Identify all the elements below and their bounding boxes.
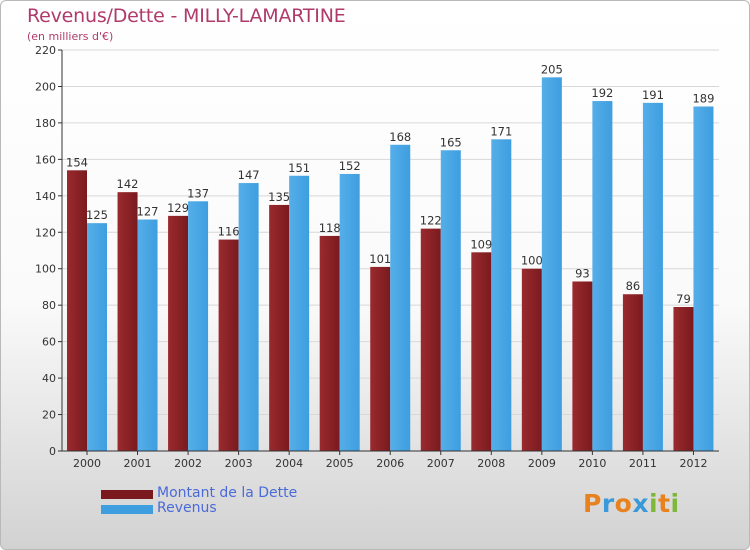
proxiti-logo: Proxiti <box>583 489 680 518</box>
bar-revenus-label: 189 <box>692 92 714 106</box>
x-tick-label: 2000 <box>73 457 101 470</box>
bar-dette-label: 109 <box>470 237 492 251</box>
logo-letter: i <box>670 489 680 518</box>
y-tick-label: 20 <box>42 409 56 422</box>
legend: Montant de la Dette Revenus <box>101 485 361 517</box>
x-tick-label: 2008 <box>477 457 505 470</box>
y-tick-label: 120 <box>35 226 56 239</box>
bar-revenus <box>491 139 512 451</box>
bar-revenus <box>693 106 714 451</box>
bar-revenus <box>137 219 158 451</box>
x-tick-label: 2005 <box>326 457 354 470</box>
bar-revenus <box>592 101 613 451</box>
bar-dette <box>572 281 593 451</box>
bar-dette-label: 101 <box>369 252 391 266</box>
x-tick-label: 2011 <box>629 457 657 470</box>
bar-revenus <box>390 144 411 452</box>
x-tick-label: 2009 <box>528 457 556 470</box>
bar-dette-label: 93 <box>575 266 590 280</box>
bar-revenus-label: 191 <box>642 88 664 102</box>
chart-subtitle: (en milliers d'€) <box>27 30 114 43</box>
bar-revenus-label: 125 <box>86 208 108 222</box>
bar-dette <box>67 170 87 452</box>
legend-swatch-dette <box>101 490 153 499</box>
y-tick-label: 220 <box>35 44 56 57</box>
bar-dette <box>269 204 290 451</box>
bar-dette <box>622 294 643 451</box>
x-tick-label: 2003 <box>225 457 253 470</box>
bar-revenus <box>238 183 259 452</box>
logo-letter: t <box>658 489 671 518</box>
bar-revenus <box>440 150 461 451</box>
bar-revenus <box>642 102 663 451</box>
bar-dette-label: 86 <box>626 279 641 293</box>
x-tick-label: 2007 <box>427 457 455 470</box>
y-tick-label: 180 <box>35 117 56 130</box>
bar-revenus-label: 137 <box>187 186 209 200</box>
bar-revenus-label: 171 <box>490 124 512 138</box>
logo-letter: x <box>632 489 649 518</box>
bar-dette-label: 79 <box>676 292 691 306</box>
bar-dette-label: 154 <box>66 155 88 169</box>
y-tick-label: 100 <box>35 263 56 276</box>
bar-dette <box>471 252 492 451</box>
logo-letter: r <box>601 489 615 518</box>
y-tick-label: 200 <box>35 80 56 93</box>
x-tick-label: 2006 <box>376 457 404 470</box>
legend-item-revenus: Revenus <box>101 500 361 517</box>
logo-letter: i <box>649 489 659 518</box>
bar-dette-label: 118 <box>319 221 341 235</box>
y-tick-label: 60 <box>42 336 56 349</box>
bar-dette <box>521 268 542 451</box>
bar-dette <box>319 235 340 451</box>
bar-revenus <box>188 201 209 451</box>
bar-revenus-label: 192 <box>591 86 613 100</box>
x-tick-label: 2012 <box>679 457 707 470</box>
bar-dette <box>218 239 239 451</box>
legend-swatch-revenus <box>101 505 153 514</box>
bar-dette-label: 129 <box>167 201 189 215</box>
x-tick-label: 2010 <box>578 457 606 470</box>
bar-revenus <box>87 223 107 451</box>
bar-dette-label: 142 <box>117 177 139 191</box>
y-tick-label: 40 <box>42 372 56 385</box>
bar-revenus <box>339 173 360 452</box>
bar-dette-label: 100 <box>521 254 543 268</box>
bar-revenus-label: 152 <box>339 159 361 173</box>
bar-revenus-label: 151 <box>288 161 310 175</box>
bar-dette-label: 116 <box>218 225 240 239</box>
bar-revenus-label: 165 <box>440 135 462 149</box>
bar-dette <box>168 215 189 451</box>
bar-revenus <box>289 175 310 451</box>
bar-dette <box>370 266 391 451</box>
chart-title: Revenus/Dette - MILLY-LAMARTINE <box>27 5 346 27</box>
x-tick-label: 2001 <box>124 457 152 470</box>
x-tick-label: 2004 <box>275 457 303 470</box>
y-tick-label: 160 <box>35 153 56 166</box>
bar-revenus <box>541 77 562 451</box>
legend-label-revenus: Revenus <box>157 500 217 516</box>
logo-letter: P <box>583 489 602 518</box>
x-tick-label: 2002 <box>174 457 202 470</box>
bar-revenus-label: 147 <box>238 168 260 182</box>
y-tick-label: 140 <box>35 190 56 203</box>
bar-dette <box>420 228 441 451</box>
bar-dette <box>673 307 694 451</box>
logo-letter: o <box>614 489 633 518</box>
legend-label-dette: Montant de la Dette <box>157 485 298 501</box>
legend-item-dette: Montant de la Dette <box>101 485 361 502</box>
bar-dette <box>117 192 138 451</box>
bar-dette-label: 135 <box>268 190 290 204</box>
y-tick-label: 0 <box>49 445 56 458</box>
bar-dette-label: 122 <box>420 214 442 228</box>
y-tick-label: 80 <box>42 299 56 312</box>
bar-revenus-label: 168 <box>389 130 411 144</box>
bar-revenus-label: 127 <box>137 205 159 219</box>
bar-revenus-label: 205 <box>541 62 563 76</box>
